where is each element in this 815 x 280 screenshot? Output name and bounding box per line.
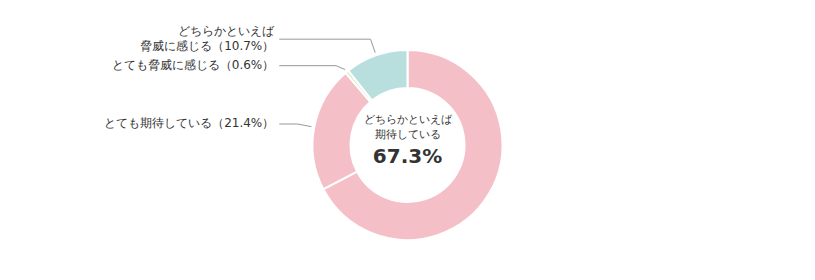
wedges [313, 50, 503, 240]
center-value: 67.3% [373, 144, 442, 168]
slice-label: どちらかといえば [178, 24, 275, 38]
labels: どちらかといえば期待している67.3%どちらかといえば脅威に感じる（10.7%）… [104, 24, 452, 168]
leader-line [279, 39, 375, 52]
leader-line [279, 66, 345, 70]
center-label: どちらかといえば [364, 113, 453, 126]
slice-label: とても脅威に感じる（0.6%） [112, 58, 275, 72]
slice-label: とても期待している（21.4%） [104, 116, 274, 130]
center-label: 期待している [375, 128, 441, 141]
wedge [348, 50, 407, 100]
leader-line [279, 124, 311, 127]
slice-label: 脅威に感じる（10.7%） [140, 39, 274, 53]
chart-container: どちらかといえば期待している67.3%どちらかといえば脅威に感じる（10.7%）… [0, 0, 815, 280]
chart: どちらかといえば期待している67.3%どちらかといえば脅威に感じる（10.7%）… [0, 0, 815, 280]
